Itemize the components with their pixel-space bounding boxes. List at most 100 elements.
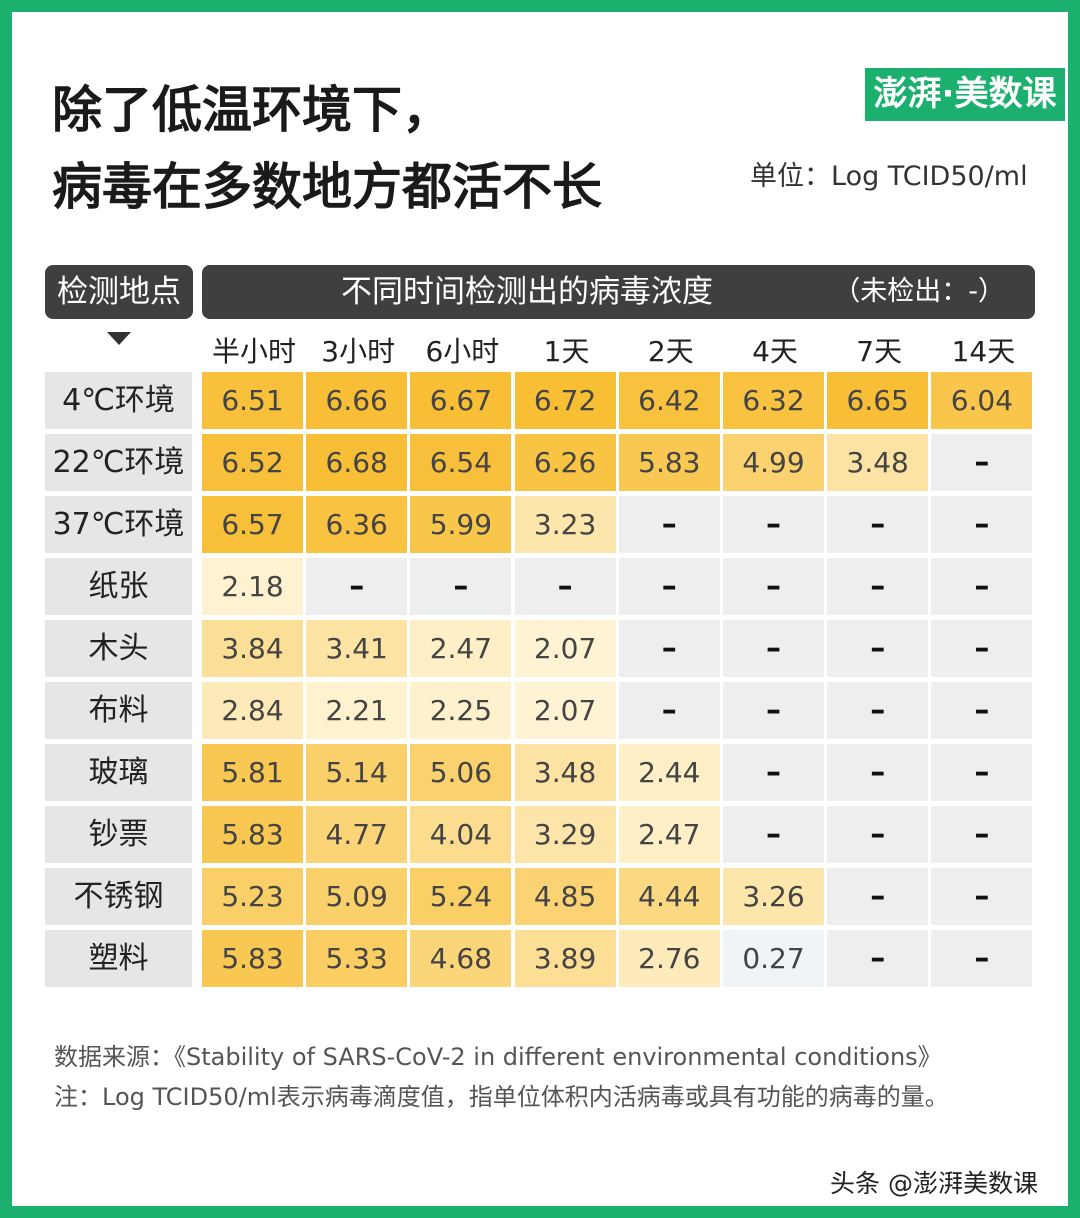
cell: – — [723, 558, 824, 615]
cell: 2.21 — [306, 682, 408, 739]
cell: 3.48 — [514, 744, 616, 801]
cell: – — [827, 620, 929, 677]
column-header: 1天 — [543, 335, 590, 368]
cell: – — [827, 744, 929, 801]
cell: 6.32 — [723, 372, 824, 429]
cell: 3.26 — [723, 868, 824, 925]
row-label: 钞票 — [45, 806, 192, 863]
row-label: 纸张 — [45, 558, 192, 615]
watermark: 头条 @澎湃美数课 — [830, 1169, 1038, 1198]
cell: 6.65 — [827, 372, 929, 429]
cell: – — [931, 806, 1033, 863]
cell: 6.66 — [306, 372, 408, 429]
cell: 5.33 — [306, 930, 408, 987]
cell: 4.04 — [410, 806, 512, 863]
footnote: 注：Log TCID50/ml表示病毒滴度值，指单位体积内活病毒或具有功能的病毒… — [54, 1083, 949, 1111]
cell: – — [931, 868, 1033, 925]
cell: 3.29 — [514, 806, 616, 863]
cell: – — [827, 930, 929, 987]
cell: 0.27 — [723, 930, 824, 987]
cell: 3.41 — [306, 620, 408, 677]
title-line: 病毒在多数地方都活不长 — [52, 158, 602, 216]
cell: 3.89 — [514, 930, 616, 987]
cell: 6.67 — [410, 372, 512, 429]
cell: 2.76 — [618, 930, 720, 987]
cell: – — [931, 930, 1033, 987]
cell: 3.48 — [827, 434, 929, 491]
column-header: 3小时 — [321, 335, 396, 368]
cell: – — [618, 620, 720, 677]
column-header: 2天 — [647, 335, 694, 368]
cell: – — [723, 806, 824, 863]
cell: – — [618, 496, 720, 553]
row-label: 37℃环境 — [45, 496, 192, 553]
cell: 6.04 — [931, 372, 1033, 429]
cell: – — [827, 868, 929, 925]
cell: 3.23 — [514, 496, 616, 553]
cell: – — [931, 682, 1033, 739]
cell: – — [931, 496, 1033, 553]
corner-header: 检测地点 — [45, 265, 193, 319]
cell: 6.72 — [514, 372, 616, 429]
group-header: 不同时间检测出的病毒浓度 （未检出：-） — [202, 265, 1035, 319]
row-label: 木头 — [45, 620, 192, 677]
row-label: 塑料 — [45, 930, 192, 987]
cell: 2.47 — [618, 806, 720, 863]
cell: – — [827, 806, 929, 863]
cell: – — [723, 620, 824, 677]
cell: 6.51 — [202, 372, 303, 429]
title-line: 除了低温环境下， — [52, 81, 452, 139]
cell: – — [618, 558, 720, 615]
row-label: 22℃环境 — [45, 434, 192, 491]
cell: 2.07 — [514, 620, 616, 677]
group-title: 不同时间检测出的病毒浓度 — [341, 274, 713, 310]
cell: 5.83 — [618, 434, 720, 491]
cell: – — [827, 558, 929, 615]
row-label: 玻璃 — [45, 744, 192, 801]
cell: – — [306, 558, 408, 615]
cell: 6.57 — [202, 496, 303, 553]
logo: 澎湃·美数课 — [865, 68, 1065, 121]
cell: – — [723, 496, 824, 553]
cell: 2.25 — [410, 682, 512, 739]
source: 数据来源：《Stability of SARS-CoV-2 in differe… — [54, 1043, 942, 1071]
column-header: 4天 — [752, 335, 798, 368]
cell: – — [723, 682, 824, 739]
cell: – — [410, 558, 512, 615]
cell: 5.83 — [202, 930, 303, 987]
cell: 6.54 — [410, 434, 512, 491]
cell: 6.68 — [306, 434, 408, 491]
column-header: 7天 — [856, 335, 903, 368]
missing-note: （未检出：-） — [833, 276, 1005, 307]
cell: – — [931, 434, 1033, 491]
cell: 6.52 — [202, 434, 303, 491]
cell: – — [827, 496, 929, 553]
cell: 5.81 — [202, 744, 303, 801]
row-label: 不锈钢 — [45, 868, 192, 925]
cell: – — [931, 620, 1033, 677]
cell: 6.42 — [618, 372, 720, 429]
column-header: 6小时 — [425, 335, 500, 368]
cell: 3.84 — [202, 620, 303, 677]
arrow — [107, 332, 131, 345]
cell: 4.68 — [410, 930, 512, 987]
row-label: 4℃环境 — [45, 372, 192, 429]
cell: 6.36 — [306, 496, 408, 553]
cell: – — [931, 744, 1033, 801]
cell: 5.83 — [202, 806, 303, 863]
cell: – — [514, 558, 616, 615]
cell: 6.26 — [514, 434, 616, 491]
row-label: 布料 — [45, 682, 192, 739]
column-header: 14天 — [951, 335, 1016, 368]
cell: 5.24 — [410, 868, 512, 925]
cell: 2.07 — [514, 682, 616, 739]
cell: 4.77 — [306, 806, 408, 863]
cell: 4.44 — [618, 868, 720, 925]
cell: 2.84 — [202, 682, 303, 739]
cell: 5.99 — [410, 496, 512, 553]
cell: 5.06 — [410, 744, 512, 801]
cell: 5.14 — [306, 744, 408, 801]
cell: 4.85 — [514, 868, 616, 925]
cell: 5.23 — [202, 868, 303, 925]
cell: 5.09 — [306, 868, 408, 925]
